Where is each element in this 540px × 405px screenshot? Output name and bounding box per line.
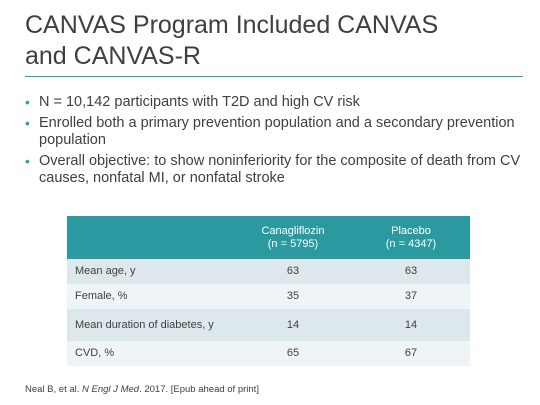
slide-title-line-1: CANVAS Program Included CANVAS <box>25 11 439 39</box>
table-row: Mean age, y 63 63 <box>67 259 470 284</box>
footnote-citation: Neal B, et al. N Engl J Med. 2017. [Epub… <box>25 384 259 395</box>
table-row: Female, % 35 37 <box>67 284 470 309</box>
baseline-characteristics-table: Canagliflozin (n = 5795) Placebo (n = 43… <box>67 216 470 366</box>
cell-value: 37 <box>352 284 470 309</box>
cell-value: 63 <box>234 259 352 284</box>
row-label: Mean age, y <box>67 259 234 284</box>
slide-title: CANVAS Program Included CANVAS and CANVA… <box>25 10 525 72</box>
bullet-item: • Overall objective: to show noninferiori… <box>25 153 521 186</box>
table-row: Mean duration of diabetes, y 14 14 <box>67 309 470 341</box>
bullet-item: • N = 10,142 participants with T2D and hi… <box>25 94 360 110</box>
column-header-canagliflozin: Canagliflozin (n = 5795) <box>234 216 352 259</box>
table-row: CVD, % 65 67 <box>67 341 470 366</box>
cell-value: 14 <box>352 309 470 341</box>
bullet-list: • N = 10,142 participants with T2D and hi… <box>25 94 525 191</box>
row-label: Mean duration of diabetes, y <box>67 309 234 341</box>
cell-value: 65 <box>234 341 352 366</box>
column-header-placebo: Placebo (n = 4347) <box>352 216 470 259</box>
bullet-dot-icon: • <box>25 115 30 131</box>
slide-title-line-2: and CANVAS-R <box>25 42 201 70</box>
row-label: Female, % <box>67 284 234 309</box>
bullet-item: • Enrolled both a primary prevention popu… <box>25 115 515 148</box>
title-divider <box>25 76 523 77</box>
bullet-dot-icon: • <box>25 94 30 110</box>
cell-value: 63 <box>352 259 470 284</box>
journal-name: N Engl J Med <box>82 384 140 395</box>
row-label: CVD, % <box>67 341 234 366</box>
cell-value: 35 <box>234 284 352 309</box>
table-header-blank <box>67 216 234 259</box>
cell-value: 67 <box>352 341 470 366</box>
bullet-dot-icon: • <box>25 153 30 169</box>
table-header-row: Canagliflozin (n = 5795) Placebo (n = 43… <box>67 216 470 259</box>
cell-value: 14 <box>234 309 352 341</box>
